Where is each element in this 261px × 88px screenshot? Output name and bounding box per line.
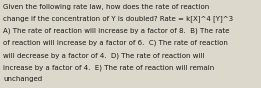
Text: change if the concentration of Y is doubled? Rate = k[X]^4 [Y]^3: change if the concentration of Y is doub… bbox=[3, 16, 233, 22]
Text: Given the following rate law, how does the rate of reaction: Given the following rate law, how does t… bbox=[3, 4, 209, 10]
Text: will decrease by a factor of 4.  D) The rate of reaction will: will decrease by a factor of 4. D) The r… bbox=[3, 52, 205, 59]
Text: of reaction will increase by a factor of 6.  C) The rate of reaction: of reaction will increase by a factor of… bbox=[3, 40, 228, 46]
Text: increase by a factor of 4.  E) The rate of reaction will remain: increase by a factor of 4. E) The rate o… bbox=[3, 64, 214, 71]
Text: A) The rate of reaction will increase by a factor of 8.  B) The rate: A) The rate of reaction will increase by… bbox=[3, 28, 229, 34]
Text: unchanged: unchanged bbox=[3, 76, 42, 82]
